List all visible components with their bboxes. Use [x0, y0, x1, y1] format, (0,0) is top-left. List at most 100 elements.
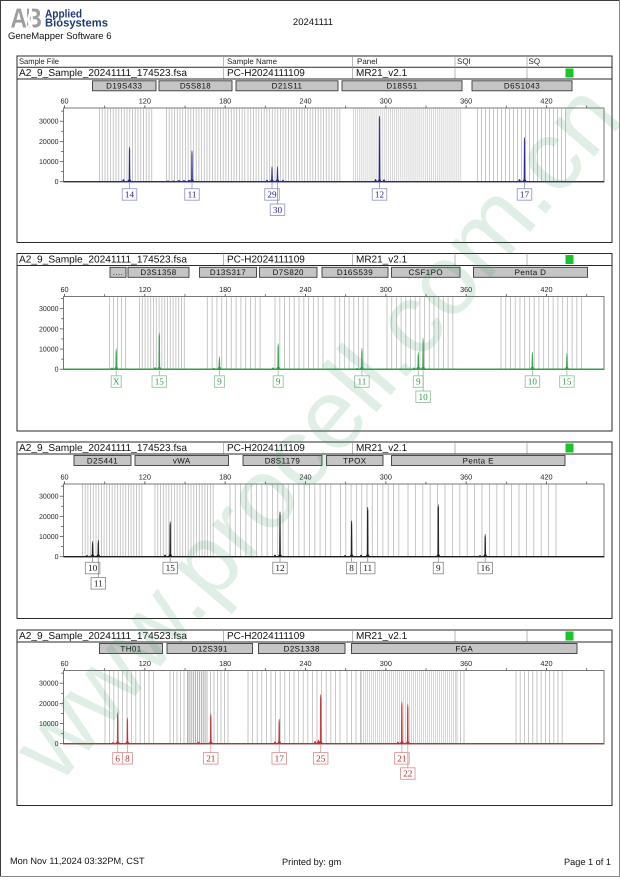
svg-text:D21S11: D21S11: [272, 82, 303, 91]
svg-text:420: 420: [540, 285, 552, 294]
svg-text:29: 29: [267, 190, 277, 200]
svg-text:11: 11: [94, 579, 103, 589]
svg-text:MR21_v2.1: MR21_v2.1: [356, 68, 408, 79]
svg-text:10000: 10000: [39, 346, 59, 353]
svg-text:360: 360: [460, 473, 472, 482]
svg-text:14: 14: [125, 190, 135, 200]
svg-text:15: 15: [562, 377, 572, 387]
svg-text:20000: 20000: [39, 139, 59, 146]
svg-text:300: 300: [380, 473, 392, 482]
svg-text:20000: 20000: [39, 514, 59, 521]
svg-text:360: 360: [460, 97, 472, 106]
svg-text:....: ....: [113, 268, 124, 277]
svg-text:30: 30: [273, 205, 283, 215]
svg-text:11: 11: [188, 190, 197, 200]
svg-text:PC-H2024111109: PC-H2024111109: [227, 68, 305, 79]
svg-text:420: 420: [540, 659, 552, 668]
svg-text:A2_9_Sample_20241111_174523.fs: A2_9_Sample_20241111_174523.fsa: [19, 631, 187, 642]
svg-text:420: 420: [540, 97, 552, 106]
svg-text:D16S539: D16S539: [337, 268, 373, 277]
svg-text:D6S1043: D6S1043: [504, 82, 540, 91]
svg-text:120: 120: [139, 285, 151, 294]
svg-text:30000: 30000: [39, 119, 59, 126]
svg-text:CSF1PO: CSF1PO: [409, 268, 443, 277]
svg-text:X: X: [113, 377, 120, 387]
svg-text:10000: 10000: [39, 721, 59, 728]
svg-text:16: 16: [481, 563, 491, 573]
svg-text:D12S391: D12S391: [192, 644, 228, 653]
svg-text:D2S441: D2S441: [87, 456, 118, 465]
svg-text:300: 300: [380, 97, 392, 106]
svg-text:Penta E: Penta E: [463, 456, 494, 465]
svg-text:420: 420: [540, 473, 552, 482]
svg-text:180: 180: [219, 97, 231, 106]
svg-text:PC-H2024111109: PC-H2024111109: [227, 631, 305, 642]
svg-text:360: 360: [460, 285, 472, 294]
svg-text:17: 17: [275, 754, 285, 764]
svg-text:vWA: vWA: [173, 456, 191, 465]
svg-text:PC-H2024111109: PC-H2024111109: [227, 443, 305, 454]
svg-text:6: 6: [115, 754, 120, 764]
svg-text:MR21_v2.1: MR21_v2.1: [356, 255, 408, 266]
svg-text:FGA: FGA: [455, 644, 473, 653]
svg-text:240: 240: [299, 97, 311, 106]
svg-text:120: 120: [139, 97, 151, 106]
svg-text:11: 11: [357, 377, 366, 387]
svg-text:TPOX: TPOX: [343, 456, 367, 465]
svg-text:60: 60: [60, 659, 68, 668]
svg-text:22: 22: [403, 769, 413, 779]
svg-text:MR21_v2.1: MR21_v2.1: [356, 443, 408, 454]
svg-text:60: 60: [60, 285, 68, 294]
svg-text:9: 9: [217, 377, 222, 387]
svg-text:240: 240: [299, 285, 311, 294]
svg-text:180: 180: [219, 659, 231, 668]
svg-text:A: A: [11, 3, 28, 34]
svg-text:D8S1179: D8S1179: [265, 456, 301, 465]
svg-text:Printed by: gm: Printed by: gm: [282, 857, 342, 867]
svg-text:0: 0: [55, 179, 59, 186]
svg-text:TH01: TH01: [120, 644, 141, 653]
svg-text:180: 180: [219, 285, 231, 294]
svg-text:9: 9: [436, 563, 441, 573]
svg-text:D2S1338: D2S1338: [284, 644, 320, 653]
svg-text:21: 21: [206, 754, 216, 764]
svg-text:10000: 10000: [39, 534, 59, 541]
svg-text:D7S820: D7S820: [273, 268, 304, 277]
svg-text:D5S818: D5S818: [180, 82, 211, 91]
svg-text:300: 300: [380, 285, 392, 294]
svg-text:0: 0: [55, 367, 59, 374]
svg-text:10000: 10000: [39, 159, 59, 166]
svg-text:180: 180: [219, 473, 231, 482]
svg-text:D19S433: D19S433: [106, 82, 142, 91]
svg-text:30000: 30000: [39, 494, 59, 501]
svg-text:8: 8: [349, 563, 354, 573]
svg-text:17: 17: [520, 190, 530, 200]
svg-text:10: 10: [419, 392, 429, 402]
svg-text:GeneMapper Software 6: GeneMapper Software 6: [8, 31, 112, 42]
svg-text:SQ: SQ: [529, 57, 541, 66]
svg-text:D3S1358: D3S1358: [140, 268, 176, 277]
svg-text:120: 120: [139, 659, 151, 668]
svg-text:25: 25: [316, 754, 326, 764]
svg-text:11: 11: [363, 563, 372, 573]
svg-text:Sample File: Sample File: [19, 57, 60, 66]
svg-text:10: 10: [88, 563, 98, 573]
svg-text:240: 240: [299, 659, 311, 668]
svg-text:A2_9_Sample_20241111_174523.fs: A2_9_Sample_20241111_174523.fsa: [19, 443, 187, 454]
svg-text:8: 8: [125, 754, 130, 764]
svg-text:Applied: Applied: [45, 9, 82, 21]
svg-text:Biosystems: Biosystems: [45, 18, 108, 30]
svg-text:Sample Name: Sample Name: [227, 57, 278, 66]
svg-text:Panel: Panel: [357, 57, 378, 66]
svg-text:0: 0: [55, 741, 59, 748]
svg-text:A2_9_Sample_20241111_174523.fs: A2_9_Sample_20241111_174523.fsa: [19, 68, 187, 79]
svg-text:PC-H2024111109: PC-H2024111109: [227, 255, 305, 266]
svg-text:21: 21: [397, 754, 407, 764]
svg-text:20000: 20000: [39, 326, 59, 333]
svg-text:360: 360: [460, 659, 472, 668]
svg-text:120: 120: [139, 473, 151, 482]
svg-text:SQI: SQI: [457, 57, 471, 66]
svg-text:10: 10: [528, 377, 538, 387]
svg-text:15: 15: [166, 563, 176, 573]
svg-text:A2_9_Sample_20241111_174523.fs: A2_9_Sample_20241111_174523.fsa: [19, 255, 187, 266]
